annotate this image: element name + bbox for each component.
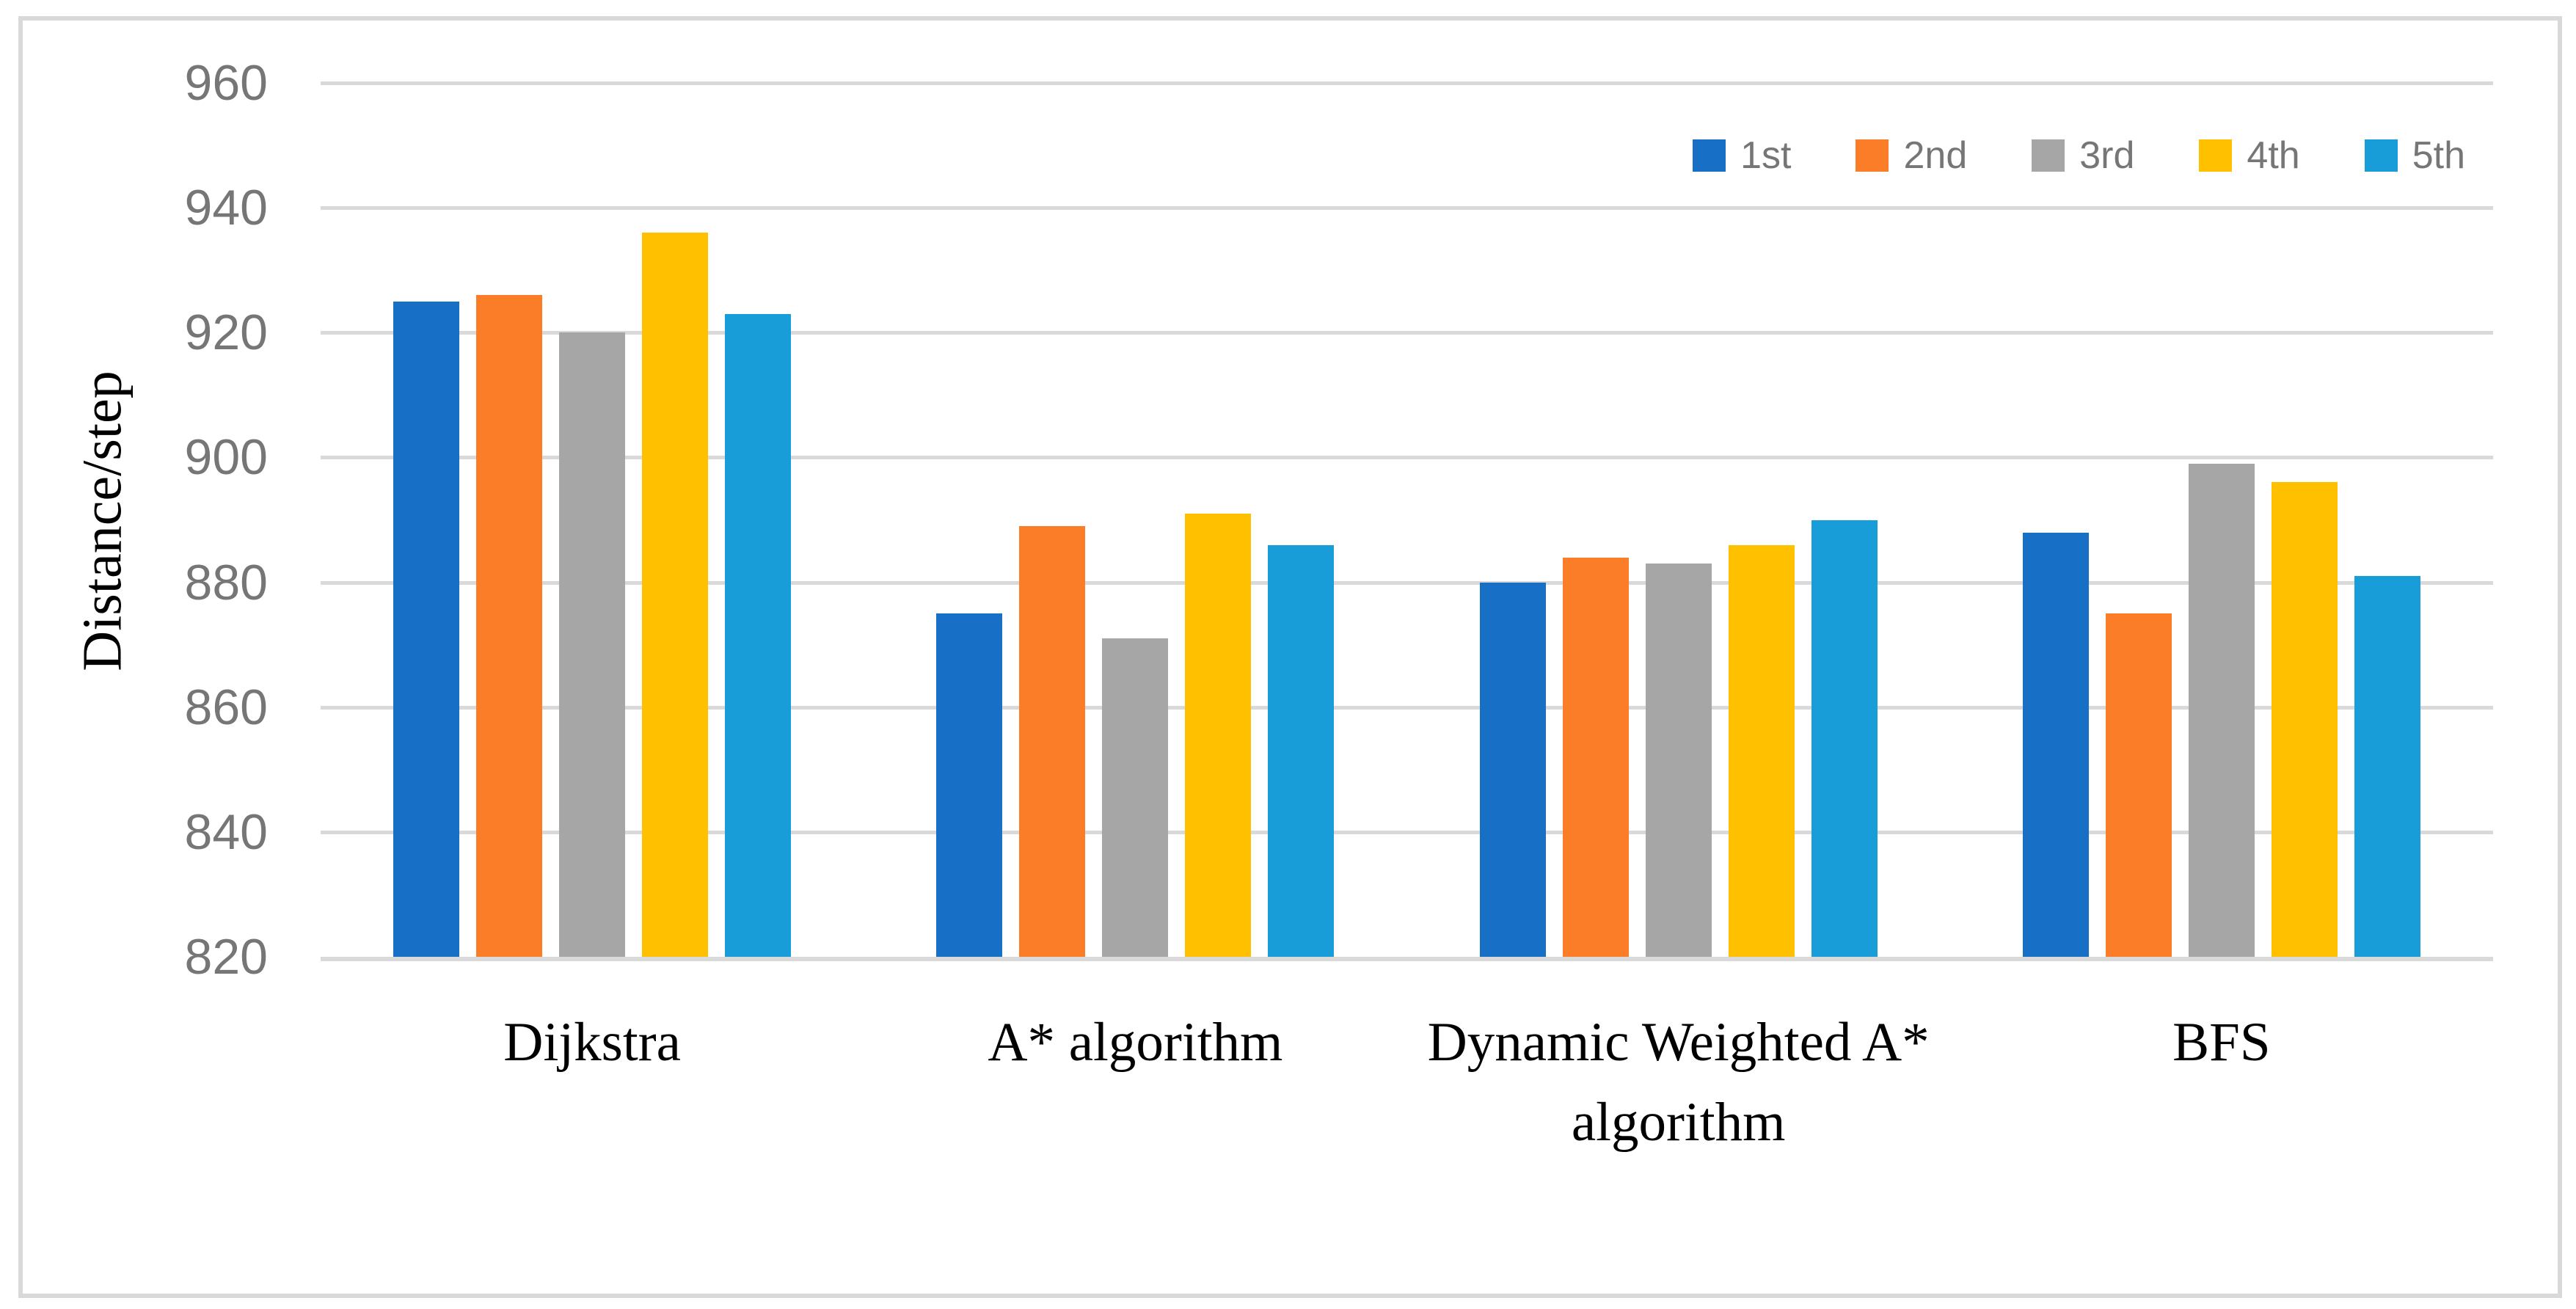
legend-swatch-icon: [2032, 139, 2065, 172]
x-axis-line: [321, 957, 2493, 961]
bar-4th: [1185, 514, 1252, 957]
legend-label: 5th: [2412, 134, 2465, 177]
bar-group: [321, 83, 864, 957]
legend-item: 5th: [2364, 134, 2465, 177]
bar-4th: [2271, 482, 2338, 957]
gridline: [321, 705, 2493, 710]
bar-5th: [1268, 544, 1335, 957]
bar-4th: [1728, 544, 1795, 957]
legend-item: 4th: [2199, 134, 2300, 177]
y-tick-label: 860: [184, 679, 268, 735]
x-category-label: Dynamic Weighted A* algorithm: [1427, 1012, 1930, 1153]
bar-1st: [936, 613, 1003, 957]
bar-1st: [2022, 532, 2089, 957]
y-tick-label: 960: [184, 55, 268, 111]
bar-5th: [1811, 519, 1878, 957]
bar-3rd: [559, 332, 626, 957]
gridline: [321, 81, 2493, 85]
y-axis-title: Distance/step: [71, 371, 134, 671]
legend-swatch-icon: [2199, 139, 2233, 172]
chart-border: [18, 16, 2562, 1298]
legend-swatch-icon: [1693, 139, 1726, 172]
legend-label: 4th: [2247, 134, 2300, 177]
bar-group: [1407, 83, 1950, 957]
bar-group: [1950, 83, 2493, 957]
bar-4th: [642, 233, 709, 957]
bar-5th: [2354, 576, 2420, 957]
bar-2nd: [2105, 613, 2172, 957]
legend-swatch-icon: [2364, 139, 2398, 172]
legend-label: 1st: [1740, 134, 1792, 177]
legend-item: 1st: [1693, 136, 1791, 175]
bar-3rd: [1102, 638, 1169, 957]
legend-swatch-icon: [1856, 139, 1889, 172]
bar-group: [864, 83, 1406, 957]
gridline: [321, 830, 2493, 834]
y-tick-label: 940: [184, 180, 268, 236]
gridline: [321, 580, 2493, 585]
gridline: [321, 331, 2493, 335]
bar-2nd: [1562, 557, 1629, 957]
y-tick-label: 820: [184, 929, 268, 985]
legend: 1st 2nd 3rd 4th 5th: [1693, 136, 2465, 175]
bar-2nd: [476, 295, 543, 957]
legend-item: 3rd: [2032, 136, 2134, 175]
x-category-label: A* algorithm: [988, 1012, 1283, 1073]
bar-5th: [725, 313, 792, 957]
y-tick-label: 900: [184, 429, 268, 486]
legend-item: 2nd: [1856, 136, 1967, 175]
x-category-label: BFS: [2172, 1012, 2271, 1073]
bar-1st: [393, 301, 460, 957]
bar-2nd: [1019, 526, 1086, 957]
y-tick-label: 840: [184, 803, 268, 860]
y-tick-label: 920: [184, 305, 268, 361]
bar-3rd: [2188, 463, 2255, 957]
legend-label: 3rd: [2079, 134, 2135, 177]
legend-label: 2nd: [1903, 134, 1968, 177]
y-tick-label: 880: [184, 554, 268, 610]
bar-1st: [1479, 582, 1546, 957]
gridline: [321, 206, 2493, 211]
bar-3rd: [1645, 564, 1712, 957]
gridline: [321, 456, 2493, 460]
x-category-label: Dijkstra: [503, 1012, 681, 1073]
plot-area: [321, 81, 2493, 961]
